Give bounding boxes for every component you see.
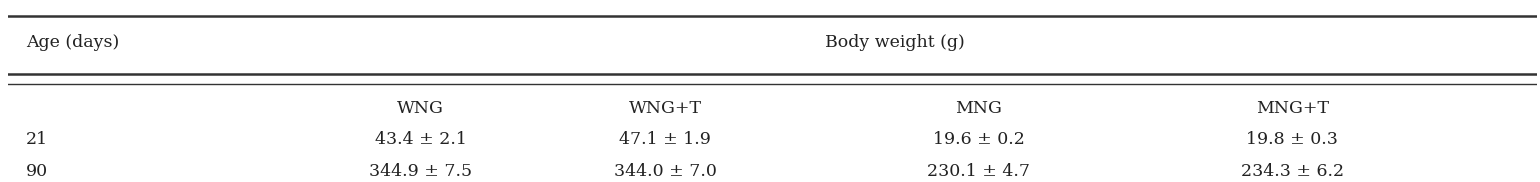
Text: 19.8 ± 0.3: 19.8 ± 0.3 [1246, 131, 1338, 149]
Text: Body weight (g): Body weight (g) [825, 33, 964, 51]
Text: MNG: MNG [955, 100, 1003, 117]
Text: 344.9 ± 7.5: 344.9 ± 7.5 [370, 163, 473, 180]
Text: Age (days): Age (days) [26, 33, 119, 51]
Text: 21: 21 [26, 131, 48, 149]
Text: WNG: WNG [397, 100, 444, 117]
Text: 230.1 ± 4.7: 230.1 ± 4.7 [927, 163, 1030, 180]
Text: 344.0 ± 7.0: 344.0 ± 7.0 [614, 163, 716, 180]
Text: 90: 90 [26, 163, 48, 180]
Text: 43.4 ± 2.1: 43.4 ± 2.1 [374, 131, 467, 149]
Text: WNG+T: WNG+T [628, 100, 702, 117]
Text: 19.6 ± 0.2: 19.6 ± 0.2 [933, 131, 1024, 149]
Text: MNG+T: MNG+T [1255, 100, 1329, 117]
Text: 47.1 ± 1.9: 47.1 ± 1.9 [619, 131, 711, 149]
Text: 234.3 ± 6.2: 234.3 ± 6.2 [1241, 163, 1344, 180]
